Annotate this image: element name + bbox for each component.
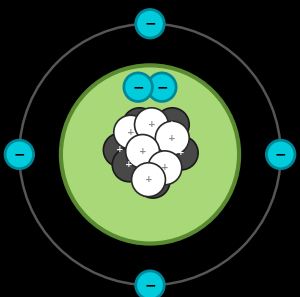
- Circle shape: [124, 73, 152, 101]
- Circle shape: [123, 108, 157, 142]
- Circle shape: [103, 133, 137, 167]
- Text: −: −: [132, 80, 144, 94]
- Circle shape: [266, 140, 295, 169]
- Text: +: +: [169, 120, 176, 129]
- Circle shape: [132, 163, 165, 197]
- Text: +: +: [127, 128, 134, 137]
- Text: −: −: [275, 147, 286, 162]
- Text: −: −: [144, 278, 156, 292]
- Text: +: +: [139, 147, 146, 156]
- Text: +: +: [136, 120, 143, 129]
- Circle shape: [112, 148, 146, 182]
- Circle shape: [126, 135, 160, 168]
- Circle shape: [164, 136, 198, 170]
- Text: +: +: [125, 160, 133, 169]
- Circle shape: [135, 108, 168, 142]
- Text: +: +: [161, 163, 169, 172]
- Text: +: +: [177, 148, 185, 157]
- Circle shape: [155, 121, 189, 155]
- Circle shape: [61, 65, 239, 244]
- Text: +: +: [169, 134, 176, 143]
- Circle shape: [136, 164, 170, 198]
- Circle shape: [148, 73, 176, 101]
- Text: +: +: [116, 146, 124, 154]
- Text: +: +: [148, 120, 155, 129]
- Text: +: +: [149, 177, 157, 186]
- Circle shape: [136, 271, 164, 297]
- Circle shape: [148, 151, 182, 185]
- Circle shape: [155, 108, 189, 142]
- Text: +: +: [145, 175, 152, 184]
- Text: −: −: [156, 80, 168, 94]
- Text: −: −: [144, 17, 156, 31]
- Circle shape: [114, 115, 148, 149]
- Circle shape: [136, 10, 164, 38]
- Circle shape: [5, 140, 34, 169]
- Text: −: −: [14, 147, 25, 162]
